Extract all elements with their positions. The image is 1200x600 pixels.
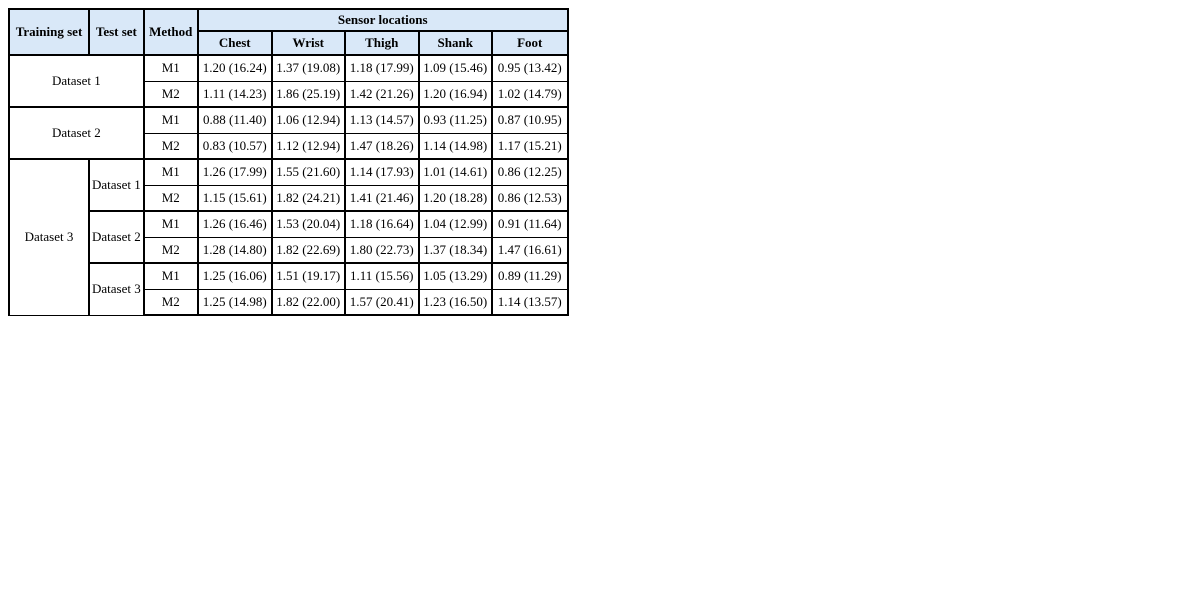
value-cell: 0.93 (11.25)	[417, 106, 493, 134]
value-cell: 1.37 (19.08)	[270, 54, 346, 82]
method-cell: M2	[142, 236, 199, 264]
method-cell: M1	[142, 158, 199, 186]
header-sensor-wrist: Wrist	[270, 30, 346, 56]
value-cell: 1.82 (22.00)	[270, 288, 346, 316]
value-cell: 1.25 (16.06)	[196, 262, 273, 290]
value-cell: 1.51 (19.17)	[270, 262, 346, 290]
value-cell: 1.20 (18.28)	[417, 184, 493, 212]
table-row: Dataset 2 M1 0.88 (11.40) 1.06 (12.94) 1…	[8, 106, 569, 160]
table-row: M2 1.25 (14.98) 1.82 (22.00) 1.57 (20.41…	[9, 288, 569, 316]
value-cell: 1.55 (21.60)	[270, 158, 346, 186]
value-cell: 1.37 (18.34)	[417, 236, 493, 264]
group-label-dataset2: Dataset 2	[8, 106, 145, 160]
table-row: Dataset 3 Dataset 1 M1 1.26 (17.99) 1.55…	[8, 158, 569, 316]
subgroup-label-dataset2: Dataset 2	[88, 210, 145, 264]
value-cell: 0.88 (11.40)	[196, 106, 273, 134]
value-cell: 1.05 (13.29)	[417, 262, 493, 290]
value-cell: 0.91 (11.64)	[490, 210, 569, 238]
value-cell: 1.41 (21.46)	[343, 184, 420, 212]
table-row: M2 0.83 (10.57) 1.12 (12.94) 1.47 (18.26…	[9, 132, 569, 160]
header-sensor-thigh: Thigh	[343, 30, 420, 56]
method-cell: M2	[142, 80, 199, 108]
value-cell: 1.11 (14.23)	[196, 80, 273, 108]
value-cell: 0.95 (13.42)	[490, 54, 569, 82]
value-cell: 0.89 (11.29)	[490, 262, 569, 290]
value-cell: 1.14 (13.57)	[490, 288, 569, 316]
header-sensor-chest: Chest	[196, 30, 273, 56]
table-row: Dataset 3 M1 1.25 (16.06) 1.51 (19.17) 1…	[9, 262, 569, 316]
group-label-dataset1: Dataset 1	[8, 54, 145, 108]
method-cell: M1	[142, 106, 199, 134]
header-method: Method	[142, 8, 199, 56]
value-cell: 1.17 (15.21)	[490, 132, 569, 160]
method-cell: M2	[142, 132, 199, 160]
table-row: M2 1.11 (14.23) 1.86 (25.19) 1.42 (21.26…	[9, 80, 569, 108]
method-cell: M1	[142, 54, 199, 82]
value-cell: 1.80 (22.73)	[343, 236, 420, 264]
value-cell: 1.14 (14.98)	[417, 132, 493, 160]
header-test-set: Test set	[88, 8, 145, 56]
subgroup-label-dataset1: Dataset 1	[88, 158, 145, 212]
table-row: M2 1.15 (15.61) 1.82 (24.21) 1.41 (21.46…	[9, 184, 569, 212]
value-cell: 1.01 (14.61)	[417, 158, 493, 186]
value-cell: 1.47 (16.61)	[490, 236, 569, 264]
value-cell: 1.86 (25.19)	[270, 80, 346, 108]
value-cell: 1.04 (12.99)	[417, 210, 493, 238]
method-cell: M2	[142, 288, 199, 316]
value-cell: 1.57 (20.41)	[343, 288, 420, 316]
value-cell: 1.11 (15.56)	[343, 262, 420, 290]
value-cell: 1.13 (14.57)	[343, 106, 420, 134]
value-cell: 1.82 (24.21)	[270, 184, 346, 212]
value-cell: 1.82 (22.69)	[270, 236, 346, 264]
value-cell: 1.26 (17.99)	[196, 158, 273, 186]
value-cell: 1.42 (21.26)	[343, 80, 420, 108]
value-cell: 0.86 (12.53)	[490, 184, 569, 212]
table-row: Dataset 1 M1 1.20 (16.24) 1.37 (19.08) 1…	[8, 54, 569, 108]
value-cell: 1.28 (14.80)	[196, 236, 273, 264]
sensor-results-table: Training set Test set Method Sensor loca…	[8, 8, 569, 316]
value-cell: 1.14 (17.93)	[343, 158, 420, 186]
value-cell: 1.23 (16.50)	[417, 288, 493, 316]
value-cell: 0.86 (12.25)	[490, 158, 569, 186]
results-table-container: Training set Test set Method Sensor loca…	[8, 8, 569, 316]
value-cell: 1.18 (17.99)	[343, 54, 420, 82]
header-sensor-shank: Shank	[417, 30, 493, 56]
value-cell: 1.20 (16.24)	[196, 54, 273, 82]
table-row: Dataset 2 M1 1.26 (16.46) 1.53 (20.04) 1…	[9, 210, 569, 264]
header-training-set: Training set	[8, 8, 90, 56]
value-cell: 1.20 (16.94)	[417, 80, 493, 108]
value-cell: 1.12 (12.94)	[270, 132, 346, 160]
table-row: M2 1.28 (14.80) 1.82 (22.69) 1.80 (22.73…	[9, 236, 569, 264]
value-cell: 0.87 (10.95)	[490, 106, 569, 134]
value-cell: 1.53 (20.04)	[270, 210, 346, 238]
method-cell: M2	[142, 184, 199, 212]
subgroup-label-dataset3: Dataset 3	[88, 262, 145, 316]
value-cell: 1.06 (12.94)	[270, 106, 346, 134]
value-cell: 1.47 (18.26)	[343, 132, 420, 160]
value-cell: 1.02 (14.79)	[490, 80, 569, 108]
value-cell: 1.15 (15.61)	[196, 184, 273, 212]
value-cell: 1.09 (15.46)	[417, 54, 493, 82]
method-cell: M1	[142, 210, 199, 238]
value-cell: 0.83 (10.57)	[196, 132, 273, 160]
method-cell: M1	[142, 262, 199, 290]
value-cell: 1.25 (14.98)	[196, 288, 273, 316]
header-sensor-foot: Foot	[490, 30, 569, 56]
header-sensor-locations: Sensor locations	[196, 8, 569, 32]
value-cell: 1.26 (16.46)	[196, 210, 273, 238]
group-label-dataset3: Dataset 3	[8, 158, 90, 316]
value-cell: 1.18 (16.64)	[343, 210, 420, 238]
